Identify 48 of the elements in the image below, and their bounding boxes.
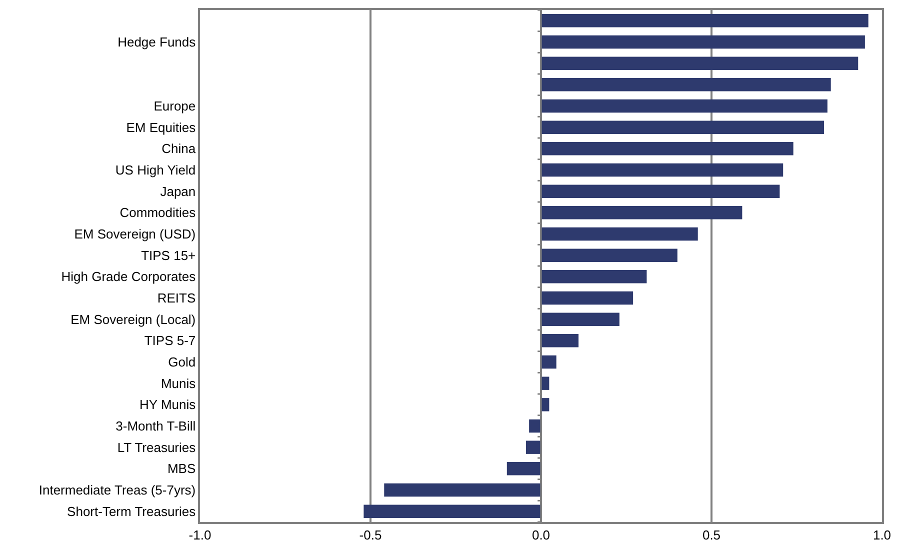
y-tick-label: EM Equities	[126, 120, 196, 135]
bar	[541, 35, 865, 49]
y-tick-label: Hedge Funds	[118, 34, 196, 50]
y-tick-label: MBS	[167, 461, 196, 476]
bar	[364, 504, 541, 518]
bar	[541, 78, 831, 92]
y-tick-label: HY Munis	[140, 397, 196, 412]
y-tick-label: LT Treasuries	[117, 440, 196, 455]
y-tick-label: TIPS 15+	[141, 248, 196, 263]
y-tick-label: EM Sovereign (Local)	[70, 312, 196, 327]
bar	[541, 206, 742, 220]
bar	[541, 248, 678, 262]
y-tick-label: Munis	[160, 376, 196, 391]
bar	[529, 419, 541, 433]
y-tick-label: TIPS 5-7	[144, 333, 196, 348]
y-tick-label: Gold	[168, 354, 196, 370]
bar	[541, 355, 556, 369]
bar	[541, 270, 647, 284]
bar	[541, 312, 620, 326]
bar	[541, 56, 858, 70]
y-tick-label: 3-Month T-Bill	[116, 418, 196, 434]
bar	[541, 14, 868, 28]
bar	[541, 99, 828, 113]
y-tick-label: China	[162, 141, 196, 156]
bar	[541, 142, 794, 156]
bar	[526, 440, 541, 454]
x-tick-label: 0.0	[532, 527, 550, 542]
bar	[506, 462, 541, 476]
y-tick-label: US High Yield	[115, 162, 196, 178]
x-tick-label: -1.0	[188, 527, 212, 542]
bar	[541, 227, 698, 241]
y-tick-label: Commodities	[120, 205, 196, 220]
y-tick-label: Short-Term Treasuries	[67, 504, 196, 519]
bar	[541, 184, 780, 198]
bar	[541, 334, 579, 348]
x-tick-label: 1.0	[872, 527, 892, 542]
y-tick-label: Intermediate Treas (5-7yrs)	[38, 482, 196, 498]
y-tick-label: Japan	[160, 184, 196, 199]
bar	[384, 483, 541, 497]
x-tick-label: -0.5	[359, 527, 382, 542]
y-tick-label: REITS	[157, 290, 196, 306]
x-tick-label: 0.5	[702, 527, 721, 542]
y-tick-label: High Grade Corporates	[61, 269, 196, 284]
bar	[541, 120, 824, 134]
y-tick-label: Europe	[154, 98, 196, 114]
bar	[541, 291, 634, 305]
y-tick-label: EM Sovereign (USD)	[74, 226, 196, 242]
bar	[541, 163, 784, 177]
